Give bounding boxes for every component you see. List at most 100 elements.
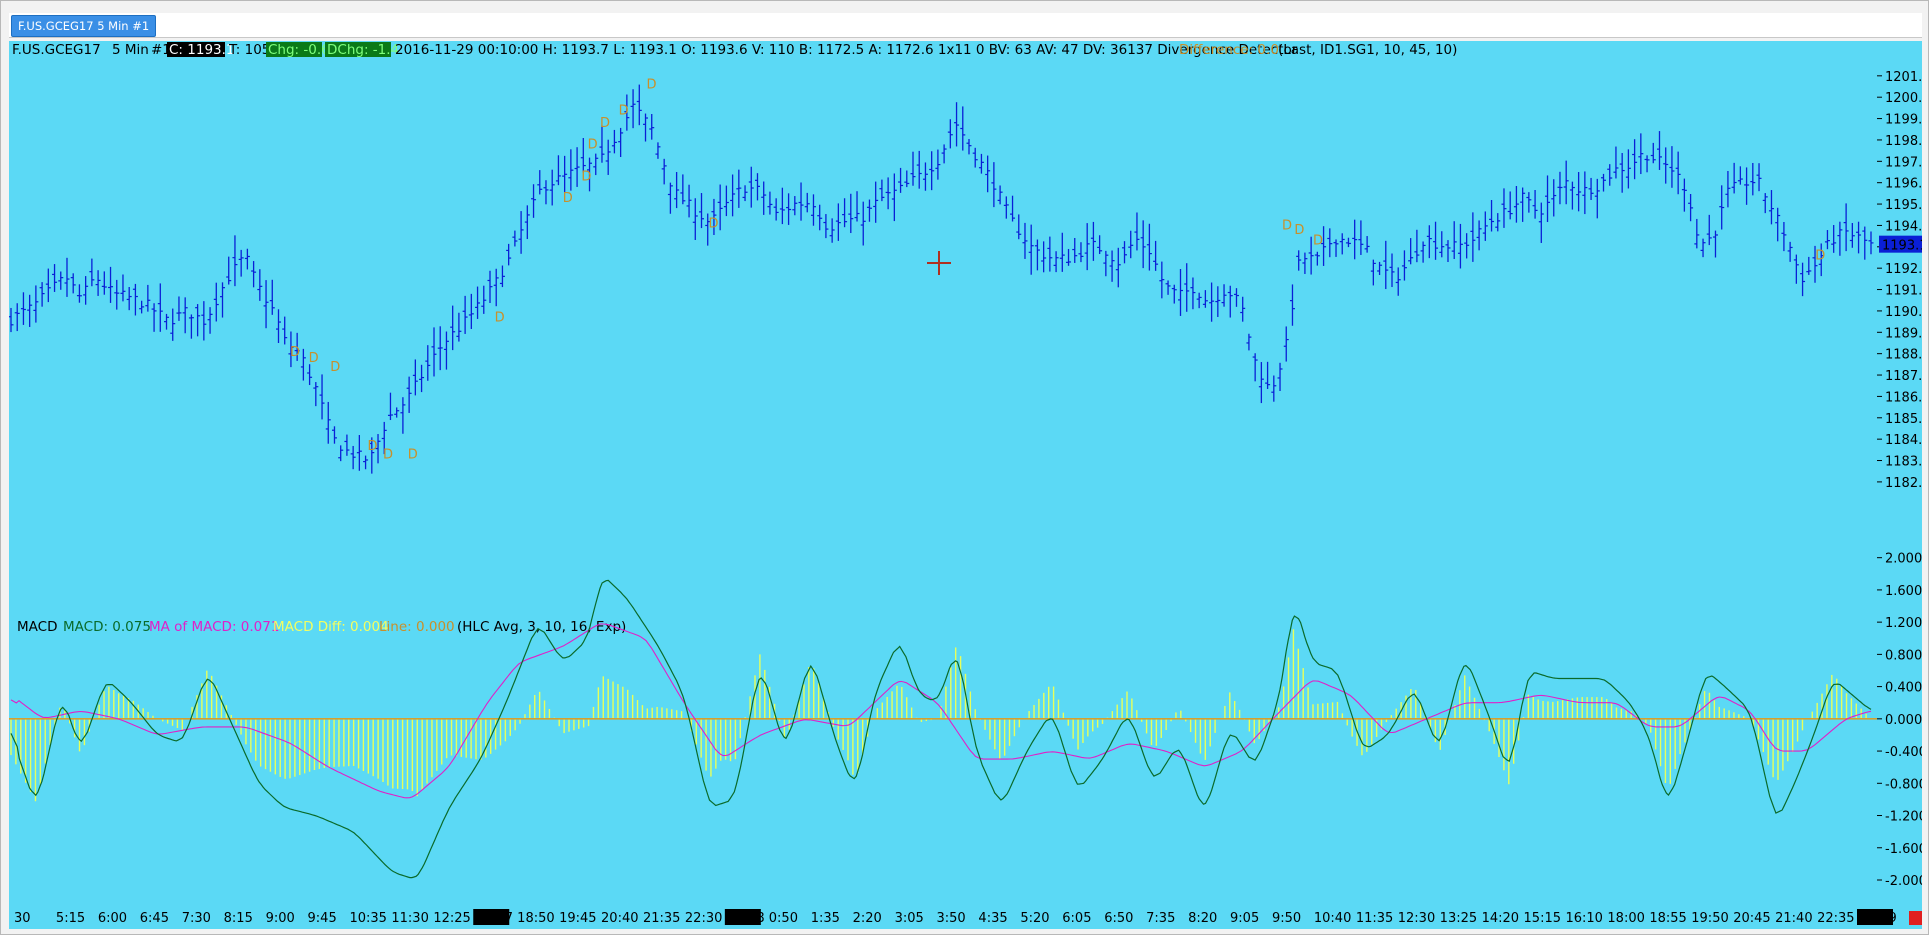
price-bar [985, 155, 991, 193]
time-date-marker: 11-29 [1857, 909, 1897, 926]
price-bar [1812, 245, 1818, 283]
price-bar [288, 331, 294, 368]
svg-text:11:30: 11:30 [391, 911, 428, 926]
divergence-marker: D [647, 78, 657, 93]
price-bar [369, 437, 375, 474]
price-bar [1016, 214, 1022, 240]
price-axis: 1182.0 1183.0 1184.0 1185.0 1186.0 1187.0 1188… [1877, 70, 1922, 491]
time-tick-label: 6:50 [1104, 911, 1133, 926]
price-bar [842, 198, 848, 228]
svg-text:21:35: 21:35 [643, 911, 680, 926]
svg-text:15:15: 15:15 [1524, 911, 1561, 926]
price-bar [493, 268, 499, 307]
price-bar [1283, 326, 1289, 362]
price-bar [555, 155, 561, 186]
svg-text:21:40: 21:40 [1775, 911, 1812, 926]
price-bar [182, 297, 188, 334]
price-bar [562, 155, 568, 192]
price-bar [319, 374, 325, 420]
header-chg-bg [266, 42, 322, 57]
price-bar [1607, 164, 1613, 186]
alert-indicator[interactable] [1909, 911, 1922, 925]
price-bar [487, 270, 493, 304]
time-tick-label: 1:35 [811, 911, 840, 926]
time-tick-label: 21:40 [1775, 911, 1812, 926]
price-bar [804, 192, 810, 213]
price-bar [773, 198, 779, 221]
svg-text:2:20: 2:20 [853, 911, 882, 926]
divergence-marker: D [1815, 249, 1825, 264]
price-bar [1277, 362, 1283, 391]
price-bar [835, 203, 841, 241]
price-bar [1010, 195, 1016, 222]
chart-svg[interactable]: F.US.GCEG17 5 Min #1 C: 1193.1 T: 105 Ch… [9, 41, 1922, 929]
price-bar [1507, 191, 1513, 220]
price-bar [114, 279, 120, 310]
price-bar [1227, 285, 1233, 318]
price-bar [1470, 212, 1476, 262]
tab-chart[interactable]: F.US.GCEG17 5 Min #1 [11, 15, 157, 37]
price-bar [1177, 268, 1183, 316]
time-tick-label: 18:50 [517, 911, 554, 926]
price-bar [636, 84, 642, 126]
price-tick-label: 1200.0 [1885, 91, 1922, 106]
svg-text:10:35: 10:35 [349, 911, 386, 926]
price-bar [1314, 251, 1320, 266]
macd-tick-label: -1.200 [1885, 810, 1922, 825]
price-bar [1395, 267, 1401, 296]
divergence-marker: D [383, 447, 393, 462]
price-bar [860, 201, 866, 246]
price-bar [1775, 207, 1781, 242]
price-tick-label: 1192.0 [1885, 262, 1922, 277]
time-tick-label: 22:30 [685, 911, 722, 926]
svg-text:8:15: 8:15 [224, 911, 253, 926]
svg-text:7:30: 7:30 [182, 911, 211, 926]
price-bar [873, 181, 879, 223]
price-bar [1731, 162, 1737, 194]
price-bar [680, 174, 686, 205]
price-bar [1420, 241, 1426, 263]
price-bar [126, 286, 132, 311]
price-bar [885, 177, 891, 210]
price-bar [9, 307, 14, 333]
price-bar [145, 284, 151, 312]
divergence-marker: D [290, 345, 300, 360]
price-bar [1768, 190, 1774, 225]
price-bar [89, 258, 95, 287]
price-bar [244, 248, 250, 270]
header-symbol: F.US.GCEG17 [12, 42, 101, 58]
price-bar [232, 235, 238, 287]
time-tick-label: 16:10 [1565, 911, 1602, 926]
price-bar [972, 147, 978, 168]
price-bar [1445, 240, 1451, 263]
price-bar [45, 268, 51, 303]
price-bar [381, 421, 387, 455]
time-tick-label: 3:05 [895, 911, 924, 926]
header-interval: 5 Min [112, 42, 149, 58]
divergence-marker: D [1282, 219, 1292, 234]
macd-axis: 2.000 1.600 1.200 0.800 0.400 0.000 -0.400 -0.8… [1877, 552, 1922, 889]
price-bar [363, 455, 369, 470]
price-bar [1712, 230, 1718, 258]
crosshair-cursor [927, 251, 951, 275]
price-bar [866, 199, 872, 222]
macd-tick-label: -0.400 [1885, 745, 1922, 760]
price-bar [1669, 146, 1675, 188]
time-tick-label: 19:45 [559, 911, 596, 926]
header-dchg-bg [325, 42, 391, 57]
price-bar [649, 113, 655, 140]
price-bar [313, 382, 319, 407]
price-bar [754, 173, 760, 201]
price-bar [1059, 232, 1065, 272]
price-bar [1146, 223, 1152, 271]
price-bar [1837, 221, 1843, 256]
chart-area[interactable]: F.US.GCEG17 5 Min #1 C: 1193.1 T: 105 Ch… [9, 41, 1922, 929]
price-bar [1569, 181, 1575, 210]
price-bar [1439, 231, 1445, 258]
price-bar [20, 292, 26, 325]
price-bar [916, 150, 922, 189]
price-bar [188, 314, 194, 339]
price-bar [1109, 250, 1115, 282]
